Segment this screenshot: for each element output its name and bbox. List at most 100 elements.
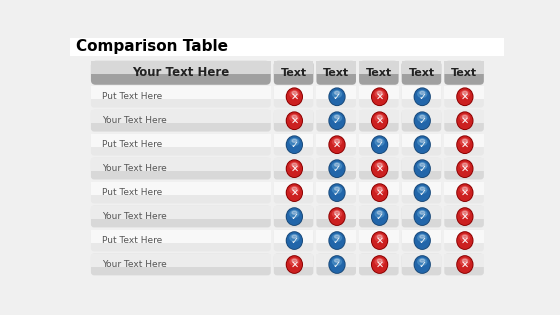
Ellipse shape (286, 160, 302, 177)
FancyBboxPatch shape (359, 182, 399, 203)
FancyBboxPatch shape (91, 206, 270, 227)
Text: ✕: ✕ (461, 260, 469, 270)
FancyBboxPatch shape (91, 158, 270, 171)
Text: ✓: ✓ (290, 212, 298, 222)
Bar (274, 254, 314, 267)
Ellipse shape (330, 161, 344, 176)
Text: Text: Text (323, 68, 349, 78)
Text: Your Text Here: Your Text Here (102, 212, 166, 221)
Text: ✕: ✕ (461, 116, 469, 126)
Bar (402, 230, 441, 243)
Bar (444, 86, 484, 99)
Ellipse shape (290, 115, 299, 122)
Bar (359, 230, 399, 243)
Ellipse shape (329, 160, 345, 177)
Ellipse shape (286, 232, 302, 249)
Ellipse shape (330, 209, 344, 224)
Text: ✕: ✕ (376, 188, 384, 198)
Ellipse shape (458, 185, 472, 200)
FancyBboxPatch shape (444, 61, 484, 85)
Ellipse shape (290, 258, 299, 265)
Ellipse shape (458, 161, 472, 176)
Text: Your Text Here: Your Text Here (102, 116, 166, 125)
Text: Put Text Here: Put Text Here (102, 140, 162, 149)
Text: ✓: ✓ (333, 116, 341, 126)
Ellipse shape (458, 137, 472, 152)
Text: ✓: ✓ (333, 236, 341, 246)
FancyBboxPatch shape (316, 182, 356, 203)
FancyBboxPatch shape (403, 62, 441, 74)
Ellipse shape (458, 113, 472, 129)
Ellipse shape (333, 210, 342, 217)
Bar (316, 182, 356, 195)
Bar (91, 61, 270, 74)
Ellipse shape (460, 115, 469, 122)
Bar (91, 254, 270, 267)
Text: Text: Text (408, 68, 435, 78)
Text: ✕: ✕ (333, 212, 341, 222)
Ellipse shape (457, 136, 473, 153)
Ellipse shape (329, 208, 345, 225)
FancyBboxPatch shape (359, 61, 399, 85)
Ellipse shape (375, 210, 384, 217)
Bar (359, 158, 399, 171)
FancyBboxPatch shape (359, 86, 399, 108)
Ellipse shape (463, 235, 467, 238)
Ellipse shape (286, 112, 302, 129)
Ellipse shape (333, 186, 342, 193)
FancyBboxPatch shape (91, 254, 270, 267)
Ellipse shape (372, 184, 388, 201)
Ellipse shape (420, 235, 424, 238)
FancyBboxPatch shape (91, 206, 270, 219)
Text: ✓: ✓ (333, 188, 341, 198)
Ellipse shape (334, 139, 339, 142)
Text: Your Text Here: Your Text Here (102, 260, 166, 269)
Ellipse shape (330, 185, 344, 200)
Text: Comparison Table: Comparison Table (76, 39, 228, 54)
FancyBboxPatch shape (91, 158, 270, 180)
Text: ✕: ✕ (376, 92, 384, 102)
Bar (402, 206, 441, 219)
Ellipse shape (375, 234, 384, 241)
Ellipse shape (463, 163, 467, 166)
Ellipse shape (286, 136, 302, 153)
Ellipse shape (420, 139, 424, 142)
Ellipse shape (457, 208, 473, 225)
Text: ✓: ✓ (418, 92, 426, 102)
Bar (274, 61, 314, 74)
Ellipse shape (287, 233, 301, 248)
Ellipse shape (329, 256, 345, 273)
Ellipse shape (286, 256, 302, 273)
Ellipse shape (334, 235, 339, 238)
Ellipse shape (333, 163, 342, 169)
Ellipse shape (463, 187, 467, 190)
Ellipse shape (414, 112, 430, 129)
Bar (402, 61, 441, 74)
Bar (91, 134, 270, 147)
FancyBboxPatch shape (402, 61, 441, 85)
Ellipse shape (292, 115, 297, 118)
Bar (402, 86, 441, 99)
Ellipse shape (334, 211, 339, 214)
FancyBboxPatch shape (91, 230, 270, 251)
Text: Text: Text (366, 68, 392, 78)
Ellipse shape (414, 160, 430, 177)
FancyBboxPatch shape (359, 158, 399, 180)
Bar (316, 134, 356, 147)
FancyBboxPatch shape (91, 134, 270, 156)
Ellipse shape (420, 115, 424, 118)
Bar (274, 158, 314, 171)
Bar (444, 158, 484, 171)
Bar (359, 182, 399, 195)
Text: ✓: ✓ (418, 260, 426, 270)
Ellipse shape (372, 113, 386, 129)
Ellipse shape (290, 139, 299, 146)
FancyBboxPatch shape (402, 230, 441, 251)
Ellipse shape (287, 209, 301, 224)
Text: ✓: ✓ (333, 164, 341, 174)
Ellipse shape (463, 91, 467, 94)
FancyBboxPatch shape (359, 254, 399, 275)
Bar (444, 206, 484, 219)
Text: ✕: ✕ (290, 164, 298, 174)
Bar (91, 230, 270, 243)
